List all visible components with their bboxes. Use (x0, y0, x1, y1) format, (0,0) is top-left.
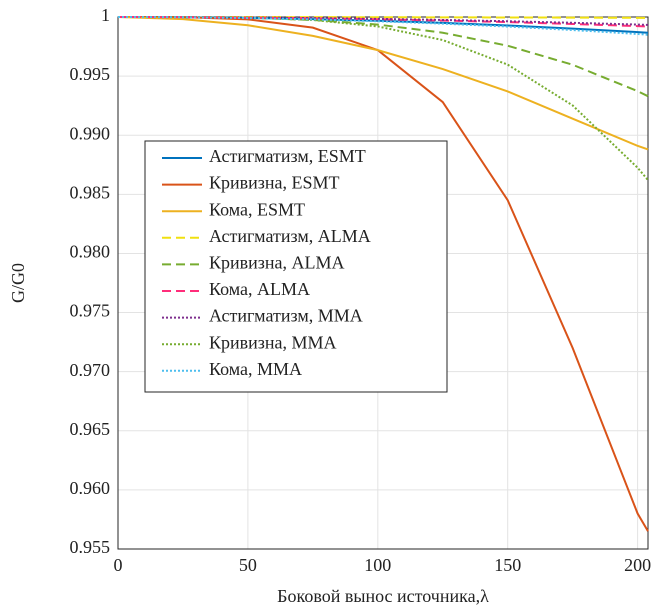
legend-box (144, 140, 448, 393)
legend-label: Кома, ALMA (209, 279, 310, 299)
legend-label: Кривизна, ESMT (209, 173, 340, 193)
y-tick-label: 0.980 (70, 242, 111, 262)
legend-label: Кривизна, MMA (209, 332, 337, 352)
legend-label: Астигматизм, ALMA (209, 226, 371, 246)
y-tick-label: 0.955 (70, 537, 111, 557)
x-axis-label: Боковой вынос источника,λ (277, 586, 489, 606)
legend: Астигматизм, ESMT Кривизна, ESMT Кома, ESM… (144, 140, 448, 393)
series-line (117, 16, 649, 36)
y-axis-label: G/G0 (8, 263, 28, 303)
y-tick-label: 0.995 (70, 64, 111, 84)
legend-label: Кома, ESMT (209, 199, 305, 219)
series-line (118, 16, 649, 98)
x-tick-label: 200 (624, 555, 651, 575)
y-tick-label: 0.990 (70, 123, 111, 143)
x-tick-label: 100 (364, 555, 391, 575)
y-tick-label: 0.975 (70, 301, 111, 321)
legend-label: Астигматизм, ESMT (209, 146, 366, 166)
y-tick-label: 0.960 (70, 478, 111, 498)
y-tick-label: 1 (101, 5, 110, 25)
x-tick-label: 0 (114, 555, 123, 575)
y-tick-label: 0.970 (70, 360, 111, 380)
series-line (117, 16, 649, 151)
legend-label: Кома, MMA (209, 359, 302, 379)
legend-label: Кривизна, ALMA (209, 253, 345, 273)
plot-frame (117, 16, 649, 550)
y-tick-label: 0.965 (70, 419, 111, 439)
x-tick-label: 150 (494, 555, 521, 575)
legend-label: Астигматизм, MMA (209, 306, 363, 326)
y-tick-label: 0.985 (70, 182, 111, 202)
x-tick-label: 50 (239, 555, 257, 575)
